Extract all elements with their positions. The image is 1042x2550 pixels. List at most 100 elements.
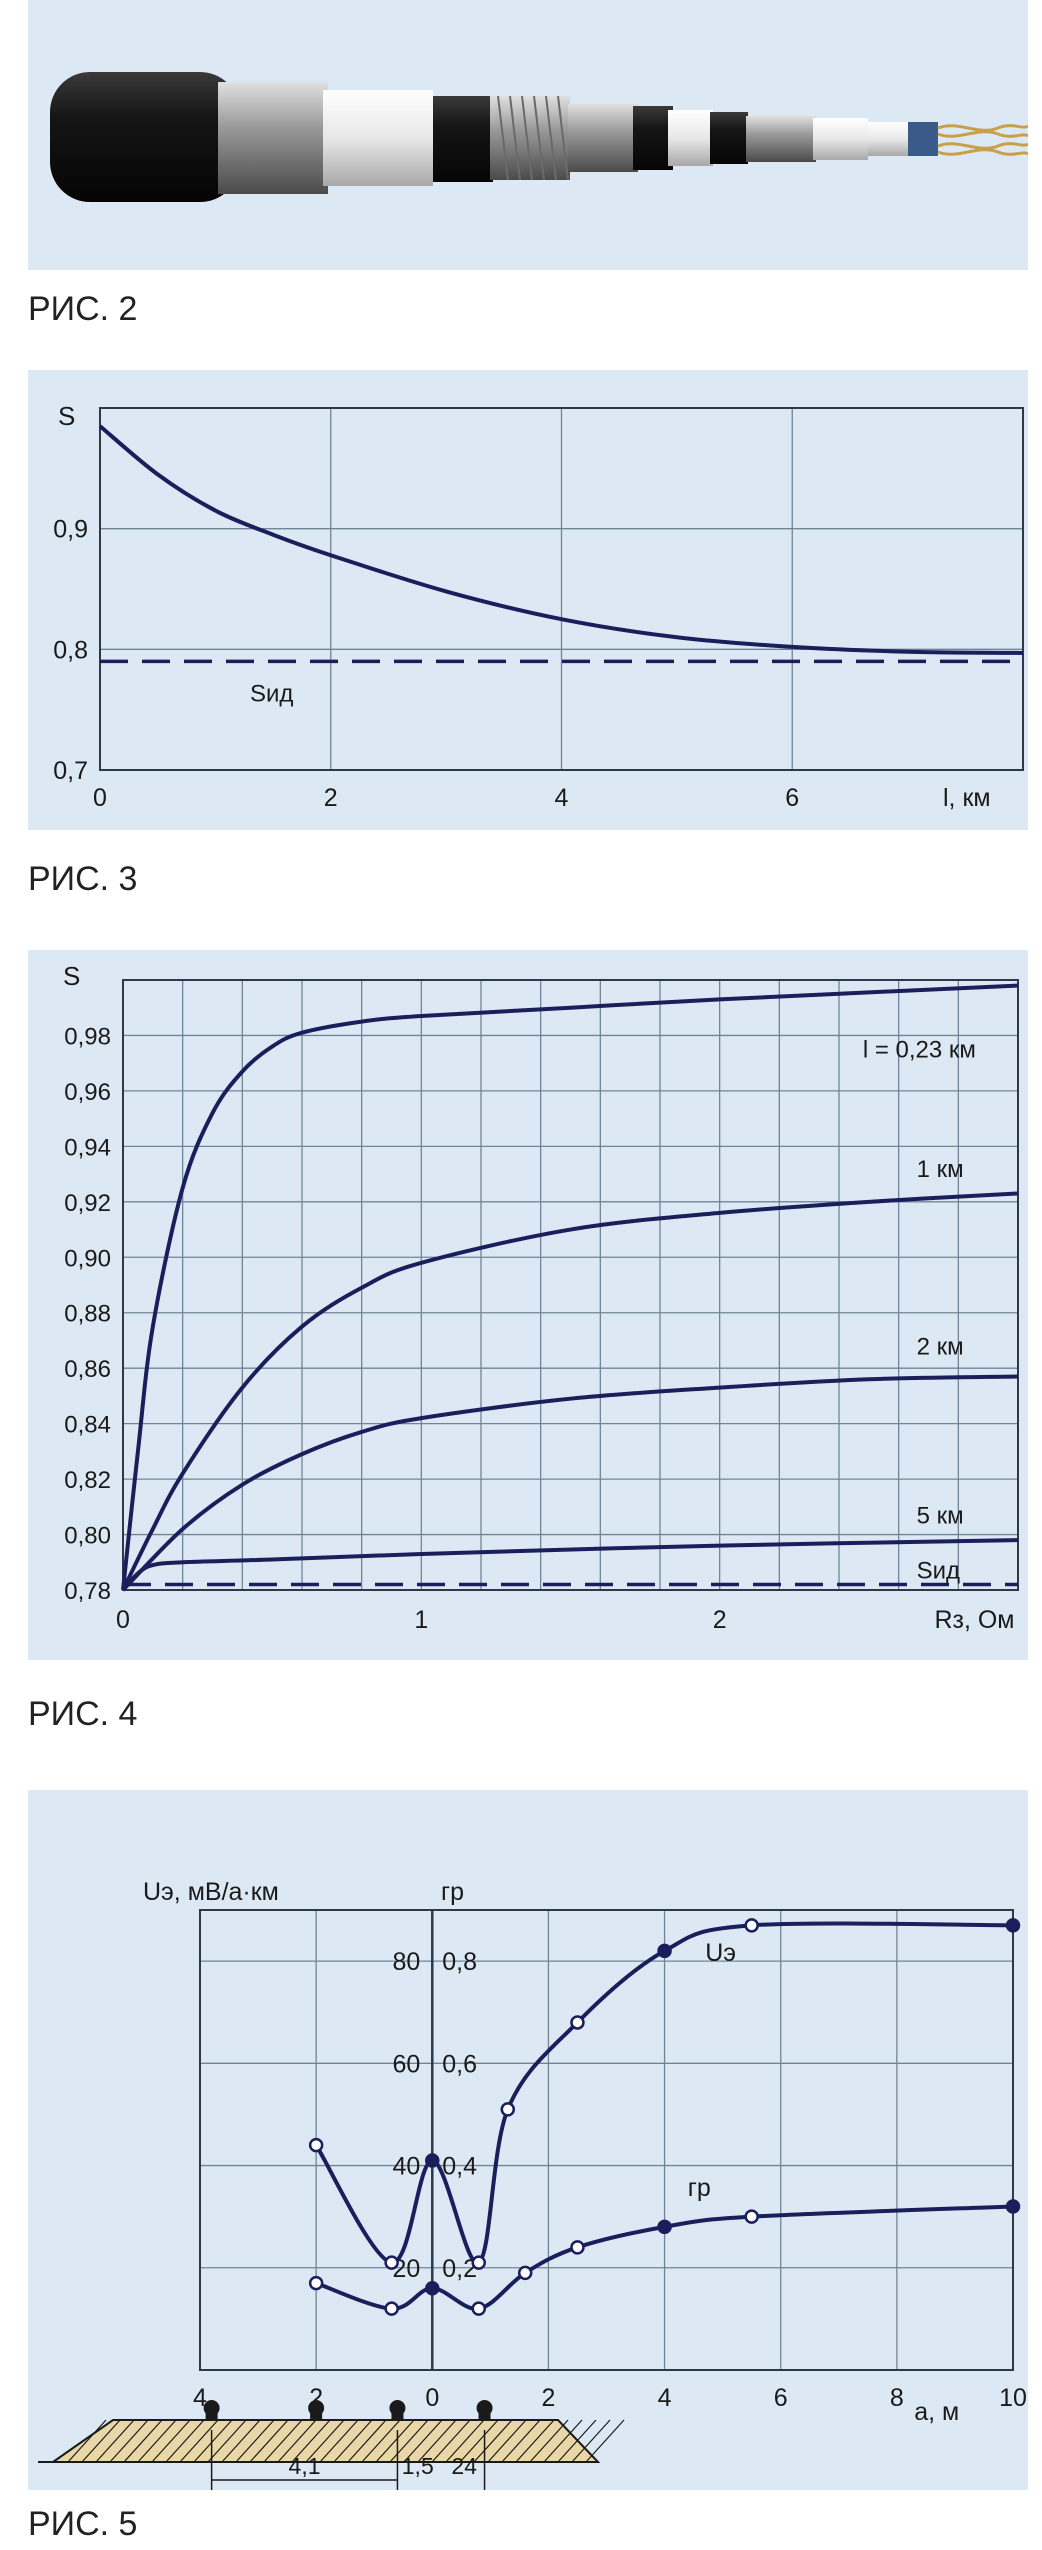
fig5-caption: РИС. 5 — [28, 2505, 138, 2543]
y-tick-label: 0,94 — [64, 1134, 111, 1161]
x-tick-label: 1 — [414, 1606, 428, 1634]
hatch-line — [95, 2419, 135, 2463]
x-tick-label: 2 — [541, 2384, 555, 2412]
fig5-data-point — [570, 2015, 585, 2030]
y-tick-label: 0,90 — [64, 1245, 111, 1272]
x-tick-label: 2 — [713, 1606, 727, 1634]
fig5-data-point — [384, 2301, 399, 2316]
fig5-xlabel: а, м — [914, 2398, 959, 2426]
cable-illustration — [50, 72, 1029, 202]
fig5-panel: Uэ, мВ/а·км гр 20 0,2 40 0,4 60 0,6 80 0,8 4 2 0 2 4 6 8… — [28, 1790, 1028, 2490]
y-tick-label: 0,82 — [64, 1467, 111, 1494]
x-tick-label: 6 — [785, 784, 799, 812]
fig5-frame — [199, 1909, 1014, 2371]
hatch-line — [459, 2419, 499, 2463]
hatch-line — [389, 2419, 429, 2463]
fig5-data-point — [308, 2137, 324, 2153]
hatch-line — [431, 2419, 471, 2463]
y-tick-label: 0,88 — [64, 1301, 111, 1328]
fig4-chart: S 0,78 0,80 0,82 0,84 0,86 0,88 0,90 0,92 0,94 0,9… — [63, 961, 1019, 1634]
fig5-data-point — [744, 1918, 759, 1933]
fig5-data-point — [471, 2255, 486, 2270]
hatch-line — [151, 2419, 191, 2463]
fig4-ylabel: S — [63, 961, 80, 991]
x-tick-label: 10 — [999, 2384, 1027, 2412]
fig4-series-line — [121, 1191, 1019, 1591]
fig3-caption: РИС. 3 — [28, 860, 138, 898]
fig5-series-line — [315, 2204, 1014, 2311]
y-tick-label: 0,7 — [53, 757, 88, 785]
x-tick-label: 4 — [555, 784, 569, 812]
y-tick-label: 0,80 — [64, 1523, 111, 1550]
hatch-line — [291, 2419, 331, 2463]
hatch-line — [529, 2419, 569, 2463]
x-tick-label: 0 — [93, 784, 107, 812]
hatch-line — [235, 2419, 275, 2463]
dimension-label: 4,1 — [289, 2453, 321, 2479]
hatch-line — [207, 2419, 247, 2463]
fig5-data-point — [384, 2255, 399, 2270]
x-tick-label: 4 — [193, 2384, 207, 2412]
y-tick-label: 0,96 — [64, 1079, 111, 1106]
fig4-panel: S 0,78 0,80 0,82 0,84 0,86 0,88 0,90 0,92 0,94 0,9… — [28, 950, 1028, 1660]
fig5-data-point — [570, 2240, 585, 2255]
hatch-line — [249, 2419, 289, 2463]
fig5-data-point — [425, 2280, 440, 2296]
fig5-data-point — [1005, 1918, 1021, 1933]
hatch-line — [347, 2419, 387, 2463]
fig5-data-point — [1005, 2199, 1021, 2214]
hatch-line — [193, 2419, 233, 2463]
hatch-line — [557, 2419, 597, 2463]
fig2-photo-panel — [28, 0, 1029, 270]
hatch-line — [221, 2419, 261, 2463]
hatch-line — [263, 2419, 303, 2463]
y-tick-label: 0,8 — [53, 636, 88, 664]
fig4-series-line — [121, 983, 1019, 1591]
fig3-frame — [99, 407, 1024, 771]
hatch-line — [445, 2419, 485, 2463]
y-tick-label: 0,9 — [53, 516, 88, 544]
y-tick-label: 0,78 — [64, 1578, 111, 1605]
hatch-line — [487, 2419, 527, 2463]
hatch-line — [333, 2419, 373, 2463]
hatch-line — [585, 2419, 625, 2463]
dimension-label: 1,5 — [402, 2453, 434, 2479]
x-tick-label: 6 — [774, 2384, 788, 2412]
hatch-line — [123, 2419, 163, 2463]
x-tick-label: 4 — [658, 2384, 672, 2412]
hatch-line — [361, 2419, 401, 2463]
fig4-series-line — [121, 1374, 1019, 1592]
fig5-data-point — [500, 2102, 516, 2117]
x-tick-label: 0 — [116, 1606, 130, 1634]
fig5-series-label: Uэ — [705, 1939, 736, 1967]
fig4-frame — [122, 979, 1019, 1591]
rail-base — [310, 2412, 323, 2420]
fig5-data-point — [517, 2265, 533, 2281]
hatch-line — [165, 2419, 205, 2463]
fig3-sid-label: Sид — [250, 680, 293, 707]
fig3-grid — [100, 408, 1023, 770]
fig4-xlabel: Rз, Ом — [934, 1606, 1014, 1634]
rail-base — [205, 2412, 218, 2420]
fig3-xlabel: l, км — [943, 784, 991, 812]
fig5-data-point — [425, 2153, 440, 2168]
y-tick-label: 60 — [392, 2050, 420, 2078]
hatch-line — [277, 2419, 317, 2463]
hatch-line — [473, 2419, 513, 2463]
track-ballast-diagram: 4,1 1,5 24 — [38, 2400, 625, 2490]
hatch-line — [305, 2419, 345, 2463]
fig4-series-label: l = 0,23 км — [863, 1037, 976, 1064]
fig5-data-point — [471, 2301, 486, 2316]
y-tick-label: 0,92 — [64, 1190, 111, 1217]
fig4-grid — [123, 980, 1018, 1590]
fig3-chart: S 0,7 0,8 0,9 0 2 4 6 l, км Sид — [53, 401, 1024, 812]
rail-base — [478, 2412, 491, 2420]
y-tick-label: 0,86 — [64, 1356, 111, 1383]
x-tick-label: 2 — [324, 784, 338, 812]
fig5-grid — [200, 1910, 1013, 2370]
hatch-line — [67, 2419, 107, 2463]
hatch-line — [417, 2419, 457, 2463]
hatch-line — [137, 2419, 177, 2463]
fig3-panel: S 0,7 0,8 0,9 0 2 4 6 l, км Sид — [28, 370, 1028, 830]
y-tick-label: 0,84 — [64, 1412, 111, 1439]
